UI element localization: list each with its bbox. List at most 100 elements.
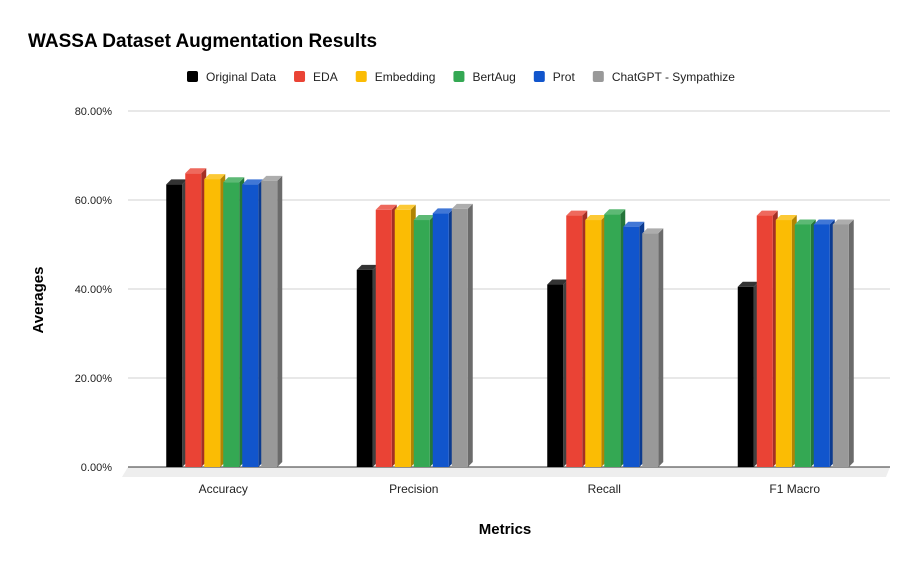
bar-top (813, 219, 835, 225)
y-tick-label: 80.00% (75, 106, 113, 118)
bar-embedding-accuracy (204, 174, 226, 467)
bar-top (394, 204, 416, 210)
bar-top (775, 215, 797, 221)
legend-item: Embedding (355, 70, 436, 84)
bar-front (242, 184, 259, 468)
chart-floor (122, 466, 890, 477)
bar-top (242, 179, 264, 185)
bar-top (585, 215, 607, 221)
x-tick-label: F1 Macro (769, 482, 820, 496)
legend-label: Prot (553, 70, 576, 84)
bar-top (223, 177, 245, 183)
y-axis-ticks: 0.00% 20.00% 40.00% 60.00% 80.00% (75, 106, 113, 474)
bar-side (277, 175, 283, 468)
bar-top (566, 210, 588, 216)
legend-swatch (294, 71, 306, 82)
bar-eda-recall (566, 210, 588, 467)
y-axis-title: Averages (30, 267, 47, 334)
bar-original-data-f1-macro (737, 281, 759, 467)
bar-eda-precision (375, 204, 397, 468)
bar-front (432, 213, 449, 467)
legend-swatch (355, 71, 367, 82)
bar-front (737, 286, 754, 467)
bar-front (775, 220, 792, 467)
bar-top (204, 174, 226, 180)
x-tick-label: Recall (588, 482, 621, 496)
bar-top (604, 209, 626, 215)
bar-top (166, 179, 188, 185)
bar-top (356, 264, 378, 270)
bar-top (547, 279, 569, 285)
y-tick-label: 60.00% (75, 195, 113, 207)
bar-top (623, 221, 645, 227)
bar-front (451, 208, 468, 467)
bar-bertaug-f1-macro (794, 219, 816, 467)
floor-surface (122, 467, 890, 477)
bar-top (642, 228, 664, 234)
bar-embedding-f1-macro (775, 215, 797, 467)
bar-front (166, 184, 183, 468)
bar-front (642, 233, 659, 467)
bar-top (756, 210, 778, 216)
bar-top (451, 203, 473, 209)
bar-original-data-accuracy (166, 179, 188, 468)
x-tick-label: Accuracy (199, 482, 248, 496)
bar-chatgpt-sympathize-recall (642, 228, 664, 467)
bar-original-data-precision (356, 264, 378, 467)
bar-front (585, 220, 602, 467)
bar-front (794, 224, 811, 467)
legend-item: Prot (533, 70, 576, 84)
legend-swatch (533, 71, 545, 82)
legend-label: Embedding (375, 70, 436, 84)
bar-front (813, 224, 830, 467)
legend-item: BertAug (453, 70, 516, 84)
y-tick-label: 40.00% (75, 284, 113, 296)
bar-front (832, 224, 849, 467)
bars (166, 168, 854, 468)
bar-front (185, 173, 202, 468)
y-tick-label: 20.00% (75, 373, 113, 385)
bar-front (261, 180, 278, 468)
bar-top (261, 175, 283, 181)
bar-top (185, 168, 207, 174)
x-axis-labels: Accuracy Precision Recall F1 Macro (199, 482, 821, 496)
bar-chatgpt-sympathize-precision (451, 203, 473, 467)
bar-side (848, 219, 854, 467)
legend-label: BertAug (472, 70, 515, 84)
bar-front (413, 220, 430, 467)
bar-embedding-recall (585, 215, 607, 467)
bar-embedding-precision (394, 204, 416, 468)
bar-front (204, 179, 221, 467)
bar-top (794, 219, 816, 225)
legend-label: ChatGPT - Sympathize (612, 70, 735, 84)
bar-prot-accuracy (242, 179, 264, 468)
legend-swatch (592, 71, 604, 82)
legend-label: Original Data (206, 70, 276, 84)
legend-item: EDA (294, 70, 338, 84)
bar-front (566, 215, 583, 467)
bar-top (413, 215, 435, 221)
legend: Original Data EDA Embedding BertAug Prot Chat… (187, 70, 735, 84)
legend-swatch (187, 71, 198, 82)
bar-side (467, 203, 473, 467)
bar-top (375, 204, 397, 210)
y-tick-label: 0.00% (81, 462, 112, 474)
bar-front (375, 209, 392, 468)
bar-top (832, 219, 854, 225)
bar-chatgpt-sympathize-f1-macro (832, 219, 854, 467)
bar-front (394, 209, 411, 468)
x-tick-label: Precision (389, 482, 438, 496)
bar-bertaug-recall (604, 209, 626, 468)
bar-chatgpt-sympathize-accuracy (261, 175, 283, 468)
chart-title: WASSA Dataset Augmentation Results (28, 31, 377, 52)
bar-front (604, 214, 621, 467)
bar-front (756, 215, 773, 467)
bar-front (623, 226, 640, 467)
bar-eda-f1-macro (756, 210, 778, 467)
bar-prot-recall (623, 221, 645, 467)
bar-front (547, 284, 564, 467)
bar-front (223, 182, 240, 467)
legend-swatch (453, 71, 465, 82)
legend-label: EDA (313, 70, 338, 84)
